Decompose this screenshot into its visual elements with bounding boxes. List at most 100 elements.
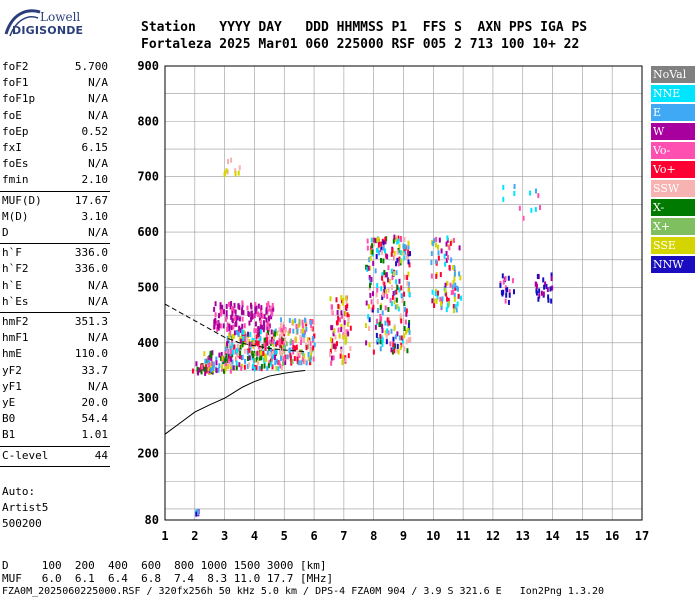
echo-point bbox=[301, 332, 304, 338]
echo-point bbox=[390, 347, 393, 353]
param-b0: B0 54.4 bbox=[2, 412, 108, 426]
echo-point bbox=[272, 338, 275, 344]
echo-point bbox=[460, 295, 463, 301]
echo-point bbox=[305, 345, 308, 351]
echo-point bbox=[550, 272, 553, 278]
echo-point bbox=[400, 285, 403, 291]
echo-point bbox=[208, 368, 211, 374]
echo-point bbox=[278, 327, 281, 333]
echo-point bbox=[452, 304, 455, 310]
echo-point bbox=[340, 298, 343, 304]
echo-point bbox=[401, 338, 404, 344]
footer-distance-row: D 100 200 400 600 800 1000 1500 3000 [km… bbox=[2, 559, 327, 572]
echo-point bbox=[310, 325, 313, 331]
echo-point bbox=[439, 272, 442, 278]
echo-point bbox=[225, 353, 228, 359]
echo-point bbox=[399, 344, 402, 350]
echo-point bbox=[401, 297, 404, 303]
echo-point bbox=[242, 329, 245, 335]
echo-point bbox=[248, 347, 251, 353]
echo-point bbox=[370, 249, 373, 255]
echo-point bbox=[217, 313, 220, 319]
legend-item-sse: SSE bbox=[651, 237, 695, 254]
echo-point bbox=[455, 285, 458, 291]
echo-point bbox=[529, 190, 532, 196]
echo-point bbox=[343, 320, 346, 326]
echo-point bbox=[369, 283, 372, 289]
echo-point bbox=[293, 356, 296, 362]
echo-point bbox=[347, 353, 350, 359]
echo-point bbox=[505, 287, 508, 293]
echo-point bbox=[280, 355, 283, 361]
echo-point bbox=[394, 304, 397, 310]
echo-point bbox=[254, 328, 257, 334]
echo-point bbox=[247, 355, 250, 361]
echo-point bbox=[393, 344, 396, 350]
echo-point bbox=[534, 206, 537, 212]
echo-point bbox=[296, 351, 299, 357]
digisonde-logo bbox=[4, 6, 74, 37]
echo-point bbox=[396, 347, 399, 353]
echo-point bbox=[258, 355, 261, 361]
echo-point bbox=[536, 273, 539, 279]
echo-point bbox=[372, 291, 375, 297]
echo-point bbox=[303, 353, 306, 359]
param-value: 1.01 bbox=[81, 428, 109, 442]
echo-point bbox=[367, 314, 370, 320]
echo-point bbox=[381, 342, 384, 348]
echo-point bbox=[397, 349, 400, 355]
echo-point bbox=[213, 306, 216, 312]
echo-point bbox=[343, 325, 346, 331]
echo-point bbox=[197, 370, 200, 376]
echo-point bbox=[299, 334, 302, 340]
echo-point bbox=[406, 327, 409, 333]
param-fof1p: foF1p N/A bbox=[2, 92, 108, 106]
echo-point bbox=[504, 298, 507, 304]
echo-point bbox=[229, 346, 232, 352]
profile-curve-dashed bbox=[164, 303, 306, 353]
echo-point bbox=[257, 303, 260, 309]
echo-point bbox=[225, 310, 228, 316]
echo-point bbox=[383, 288, 386, 294]
echo-point bbox=[277, 360, 280, 366]
echo-point bbox=[395, 261, 398, 267]
echo-point bbox=[198, 367, 201, 373]
param-key: foF1 bbox=[2, 76, 29, 90]
echo-point bbox=[266, 330, 269, 336]
echo-point bbox=[191, 368, 194, 374]
echo-point bbox=[408, 291, 411, 297]
echo-point bbox=[284, 337, 287, 343]
echo-point bbox=[258, 365, 261, 371]
echo-point bbox=[430, 273, 433, 279]
echo-point bbox=[408, 319, 411, 325]
echo-point bbox=[266, 350, 269, 356]
echo-point bbox=[238, 325, 241, 331]
param-key: foF2 bbox=[2, 60, 29, 73]
echo-point bbox=[224, 357, 227, 363]
echo-point bbox=[277, 341, 280, 347]
echo-point bbox=[343, 331, 346, 337]
echo-point bbox=[329, 337, 332, 343]
echo-point bbox=[254, 340, 257, 346]
echo-point bbox=[231, 345, 234, 351]
echo-point bbox=[375, 292, 378, 298]
echo-point bbox=[535, 283, 538, 289]
echo-point bbox=[436, 290, 439, 296]
echo-point bbox=[273, 354, 276, 360]
echo-point bbox=[397, 261, 400, 267]
echo-point bbox=[344, 357, 347, 363]
echo-point bbox=[433, 298, 436, 304]
echo-point bbox=[398, 287, 401, 293]
echo-point bbox=[243, 340, 246, 346]
x-tick-label: 4 bbox=[251, 529, 258, 543]
echo-point bbox=[382, 258, 385, 264]
echo-point bbox=[312, 356, 315, 362]
echo-point bbox=[261, 351, 264, 357]
echo-point bbox=[368, 317, 371, 323]
echo-point bbox=[248, 338, 251, 344]
echo-point bbox=[252, 343, 255, 349]
echo-point bbox=[232, 333, 235, 339]
echo-point bbox=[391, 284, 394, 290]
echo-point bbox=[329, 352, 332, 358]
echo-point bbox=[403, 333, 406, 339]
